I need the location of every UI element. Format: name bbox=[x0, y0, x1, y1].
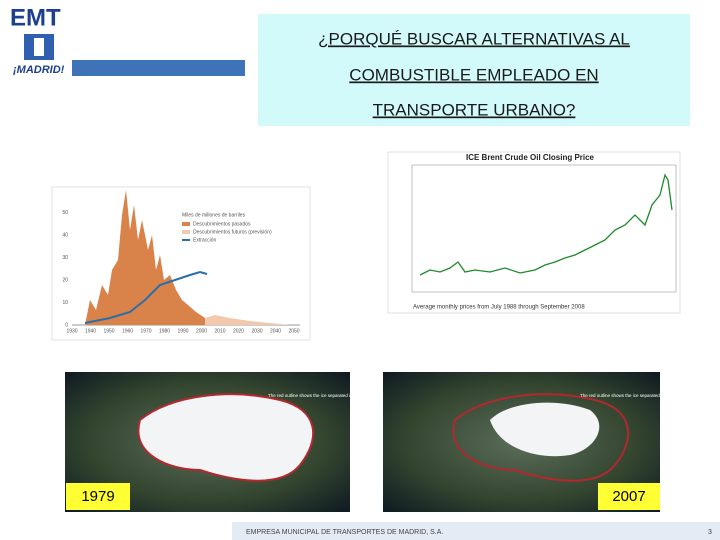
y-label: 30 bbox=[62, 255, 68, 261]
y-label: 50 bbox=[62, 210, 68, 216]
y-label: 20 bbox=[62, 277, 68, 283]
x-label: 2030 bbox=[251, 328, 262, 334]
title-line: ¿PORQUÉ BUSCAR ALTERNATIVAS AL bbox=[318, 29, 630, 48]
oil-line bbox=[419, 173, 673, 276]
legend-item: Descubrimientos futuros (previsión) bbox=[193, 229, 272, 235]
logo-shield-mark bbox=[34, 38, 44, 56]
image-frame bbox=[387, 151, 681, 314]
x-label: 1990 bbox=[177, 328, 188, 334]
ice-extent bbox=[137, 393, 314, 482]
x-label: 2040 bbox=[270, 328, 281, 334]
y-label: 40 bbox=[62, 232, 68, 238]
legend-swatch bbox=[182, 230, 190, 234]
footer-company: EMPRESA MUNICIPAL DE TRANSPORTES DE MADR… bbox=[246, 529, 443, 536]
photo-2007: The red outline shows the ice separated … bbox=[383, 372, 676, 512]
x-label: 1930 bbox=[66, 328, 77, 334]
header-bar bbox=[72, 60, 245, 76]
legend-item: Extracción bbox=[193, 237, 217, 243]
photo-note: The red outline shows the ice separated … bbox=[268, 393, 364, 398]
x-label: 1970 bbox=[140, 328, 151, 334]
discoveries-image: Miles de millones de barriles Descubrimi… bbox=[51, 186, 311, 341]
logo-city: ¡MADRID! bbox=[13, 64, 65, 76]
y-label: 0 bbox=[65, 322, 68, 328]
year-label: 2007 bbox=[612, 488, 645, 505]
x-label: 1950 bbox=[103, 328, 114, 334]
x-label: 1940 bbox=[85, 328, 96, 334]
year-box bbox=[66, 483, 130, 510]
legend-title: Miles de millones de barriles bbox=[182, 212, 246, 218]
plot-frame bbox=[411, 164, 677, 293]
legend-item: Descubrimientos pasados bbox=[193, 221, 251, 227]
page-number: 3 bbox=[708, 529, 712, 536]
logo: EMT bbox=[10, 4, 61, 31]
photo-1979: The red outline shows the ice separated … bbox=[65, 372, 364, 512]
x-label: 2010 bbox=[214, 328, 225, 334]
y-label: 10 bbox=[62, 300, 68, 306]
x-label: 1960 bbox=[122, 328, 133, 334]
ice-extent bbox=[490, 402, 600, 457]
year-box bbox=[598, 483, 660, 510]
extraction-line bbox=[84, 270, 208, 324]
legend-swatch bbox=[182, 239, 190, 241]
x-label: 1980 bbox=[159, 328, 170, 334]
legend-swatch bbox=[182, 222, 190, 226]
title-line: TRANSPORTE URBANO? bbox=[373, 100, 576, 119]
past-discoveries bbox=[85, 190, 212, 325]
year-label: 1979 bbox=[81, 488, 114, 505]
x-label: 2000 bbox=[196, 328, 207, 334]
photo-note: The red outline shows the ice separated … bbox=[580, 393, 676, 398]
ice-extent-1979 bbox=[452, 393, 629, 482]
title-line: COMBUSTIBLE EMPLEADO EN bbox=[349, 65, 598, 84]
title-box bbox=[258, 14, 690, 126]
x-label: 2020 bbox=[233, 328, 244, 334]
oil-caption: Average monthly prices from July 1988 th… bbox=[413, 305, 585, 311]
oil-title: ICE Brent Crude Oil Closing Price bbox=[466, 153, 595, 162]
x-label: 2050 bbox=[288, 328, 299, 334]
oil-image: ICE Brent Crude Oil Closing Price Averag… bbox=[387, 151, 681, 314]
footer-bar bbox=[232, 522, 720, 540]
future-discoveries bbox=[205, 315, 290, 325]
